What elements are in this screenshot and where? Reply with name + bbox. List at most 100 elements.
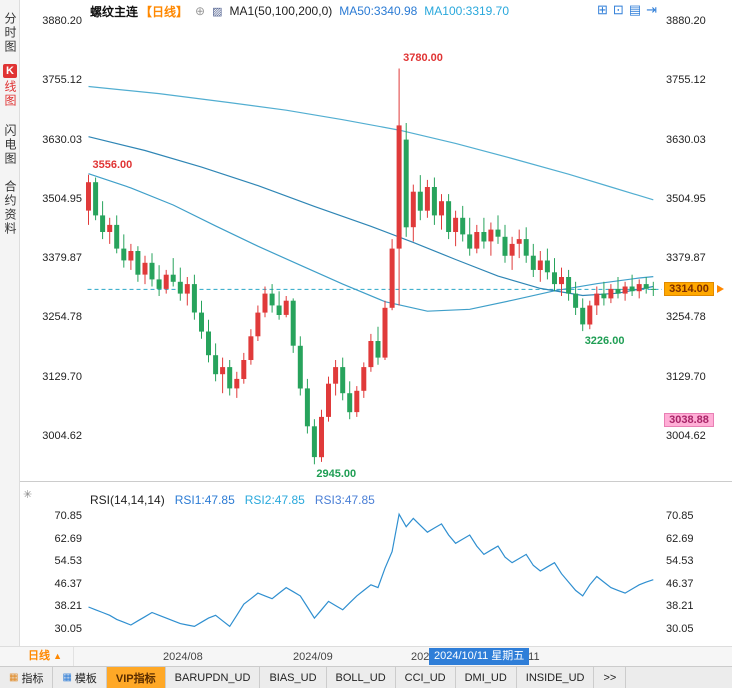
candle xyxy=(495,215,501,244)
latest-price-arrow-icon[interactable] xyxy=(717,285,724,294)
candle xyxy=(516,229,522,259)
candle xyxy=(601,281,607,306)
candle xyxy=(622,281,628,301)
candle xyxy=(396,68,402,306)
tab-label: BOLL_UD xyxy=(335,671,386,684)
candle xyxy=(629,274,635,296)
candle xyxy=(368,333,374,372)
sidebar: 分时图 K 线图 闪电图 合约资料 xyxy=(0,0,20,646)
period-selector[interactable]: 日线 ▲ xyxy=(0,647,74,666)
sidebar-item-contract-info[interactable]: 合约资料 xyxy=(0,180,20,236)
new-window-icon[interactable]: ⊡ xyxy=(612,2,624,17)
candle xyxy=(354,386,360,417)
axis-label: 46.37 xyxy=(666,577,694,590)
candle xyxy=(417,175,423,221)
axis-label: 38.21 xyxy=(54,600,82,613)
tab-boll-ud[interactable]: BOLL_UD xyxy=(327,667,396,688)
candle xyxy=(220,357,226,394)
candle xyxy=(573,281,579,315)
candle xyxy=(559,267,564,296)
tab-inside-ud[interactable]: INSIDE_UD xyxy=(517,667,595,688)
tab-dmi-ud[interactable]: DMI_UD xyxy=(456,667,517,688)
tab-label: BARUPDN_UD xyxy=(174,671,251,684)
time-axis: 日线 ▲ 2024/08 2024/09 202 4/11 2024/10/11… xyxy=(0,646,732,666)
tab-bias-ud[interactable]: BIAS_UD xyxy=(260,667,327,688)
sidebar-item-lightning-chart[interactable]: 闪电图 xyxy=(0,124,20,166)
candle xyxy=(262,286,268,318)
axis-label: 30.05 xyxy=(666,623,694,635)
period-selector-label: 日线 xyxy=(28,650,50,662)
candle xyxy=(552,258,557,292)
time-label: 2024/09 xyxy=(293,651,333,663)
chart-canvas[interactable] xyxy=(0,0,732,646)
sidebar-item-kline-chart[interactable]: K 线图 xyxy=(0,64,20,108)
candle xyxy=(149,253,155,287)
tab-more[interactable]: >> xyxy=(594,667,627,688)
candle xyxy=(608,284,614,304)
axis-label: 3755.12 xyxy=(666,74,706,87)
axis-label: 3880.20 xyxy=(666,15,706,27)
candle xyxy=(276,291,282,320)
add-indicator-icon[interactable]: ⊕ xyxy=(195,4,206,18)
sidebar-item-label: 线图 xyxy=(3,80,17,108)
sidebar-item-label: 合约资料 xyxy=(3,180,17,236)
candle xyxy=(650,281,656,296)
candle xyxy=(403,123,409,237)
candle xyxy=(340,357,346,401)
kline-badge: K xyxy=(3,64,17,78)
level-price-box: 3038.88 xyxy=(664,412,714,427)
collapse-right-icon[interactable]: ⇥ xyxy=(646,2,658,17)
candle xyxy=(142,255,148,285)
tab-indicator[interactable]: ▦ 指标 xyxy=(0,667,54,688)
tab-template[interactable]: ▦ 模板 xyxy=(53,667,107,688)
grid-icon: ▦ xyxy=(62,672,72,683)
candle xyxy=(234,371,240,398)
axis-label: 54.53 xyxy=(54,555,82,568)
candle xyxy=(382,300,388,360)
chevron-up-icon: ▲ xyxy=(53,651,62,661)
candle xyxy=(114,215,120,254)
candle xyxy=(304,378,310,434)
axis-label: 3504.95 xyxy=(42,192,82,205)
axis-label: 38.21 xyxy=(666,600,694,613)
candle xyxy=(248,329,254,365)
chart-panel-icon[interactable]: ▤ xyxy=(628,2,642,17)
candle xyxy=(460,205,466,242)
candle xyxy=(502,224,508,263)
candle xyxy=(326,376,331,422)
candle xyxy=(107,217,113,244)
time-label: 2024/08 xyxy=(163,651,203,663)
candle xyxy=(206,319,211,363)
tab-barupdn-ud[interactable]: BARUPDN_UD xyxy=(166,667,261,688)
layout-grid-icon[interactable]: ⊞ xyxy=(597,2,608,17)
candle xyxy=(128,243,134,270)
tab-label: CCI_UD xyxy=(404,671,446,684)
candle xyxy=(177,267,183,301)
candle xyxy=(580,298,586,332)
tab-label: DMI_UD xyxy=(464,671,507,684)
symbol-name: 螺纹主连 xyxy=(90,4,139,19)
candle xyxy=(297,336,303,396)
panel-separator xyxy=(20,481,732,482)
candle xyxy=(311,419,317,465)
candle xyxy=(135,246,141,282)
tab-cci-ud[interactable]: CCI_UD xyxy=(396,667,456,688)
sidebar-item-time-chart[interactable]: 分时图 xyxy=(0,12,20,54)
axis-label: 46.37 xyxy=(54,577,82,590)
candle xyxy=(227,360,233,396)
candle xyxy=(431,177,437,225)
selected-date-box: 2024/10/11 星期五 xyxy=(429,648,530,665)
candle xyxy=(191,274,197,320)
tab-vip-indicator[interactable]: VIP指标 xyxy=(106,667,166,688)
candle xyxy=(184,277,190,306)
candle xyxy=(241,352,247,384)
candle xyxy=(319,409,324,462)
candle xyxy=(100,201,106,240)
candle xyxy=(481,217,487,249)
period-label[interactable]: 【日线】 xyxy=(140,4,189,19)
candle xyxy=(199,300,204,339)
candle xyxy=(530,243,536,277)
candle xyxy=(615,277,621,299)
rsi-settings-icon[interactable]: ✳ xyxy=(23,489,33,501)
